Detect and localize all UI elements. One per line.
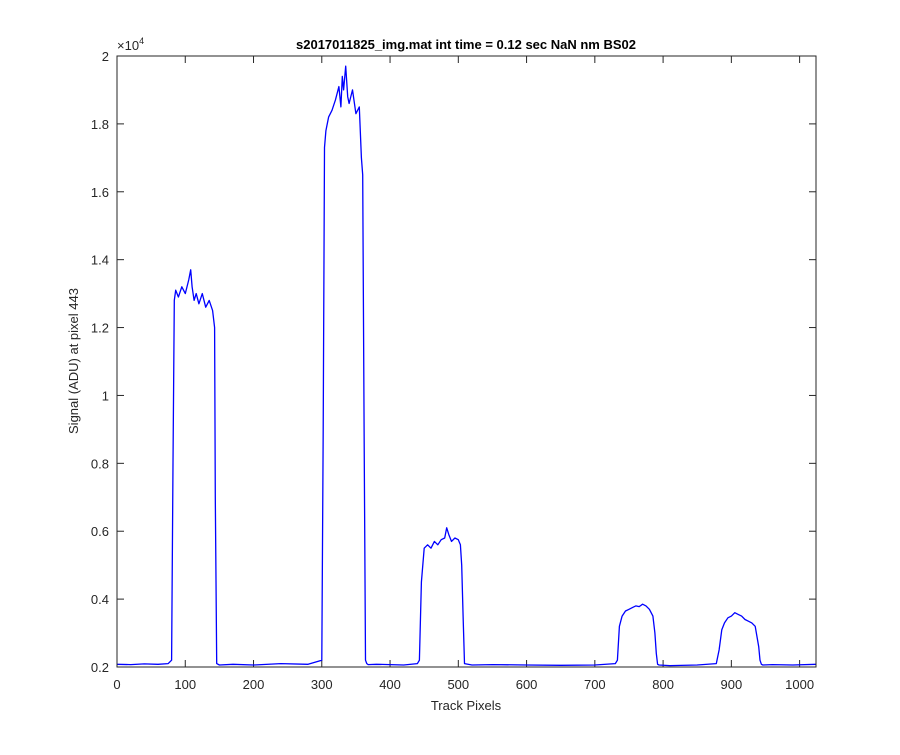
x-tick-label: 0 [113,677,120,692]
chart-title: s2017011825_img.mat int time = 0.12 sec … [296,37,636,52]
y-tick-label: 0.4 [91,592,109,607]
y-exponent-power: 4 [139,36,144,46]
signal-line [116,65,817,667]
x-tick-label: 200 [243,677,265,692]
y-tick-label: 1 [102,388,109,403]
x-tick-label: 900 [721,677,743,692]
plot-area [117,56,816,667]
x-ticks: 0 100 200 300 400 500 600 700 800 900 1000 [113,56,814,692]
x-tick-label: 600 [516,677,538,692]
y-tick-label: 0.8 [91,456,109,471]
x-tick-label: 100 [174,677,196,692]
x-axis-label: Track Pixels [431,698,502,713]
axes-box [116,55,817,668]
x-tick-label: 400 [379,677,401,692]
y-tick-label: 1.6 [91,185,109,200]
y-tick-label: 1.8 [91,117,109,132]
y-tick-label: 1.2 [91,321,109,336]
x-tick-label: 800 [652,677,674,692]
y-tick-label: 2 [102,49,109,64]
y-exponent-multiplier: ×104 [117,36,144,53]
y-tick-label: 0.6 [91,524,109,539]
y-exponent-base: ×10 [117,38,139,53]
x-tick-label: 500 [447,677,469,692]
x-tick-label: 700 [584,677,606,692]
x-tick-label: 300 [311,677,333,692]
x-tick-label: 1000 [785,677,814,692]
y-ticks: 0.2 0.4 0.6 0.8 1 1.2 1.4 1.6 1.8 2 [91,49,816,675]
y-tick-label: 0.2 [91,660,109,675]
y-axis-label: Signal (ADU) at pixel 443 [66,288,81,434]
y-tick-label: 1.4 [91,253,109,268]
